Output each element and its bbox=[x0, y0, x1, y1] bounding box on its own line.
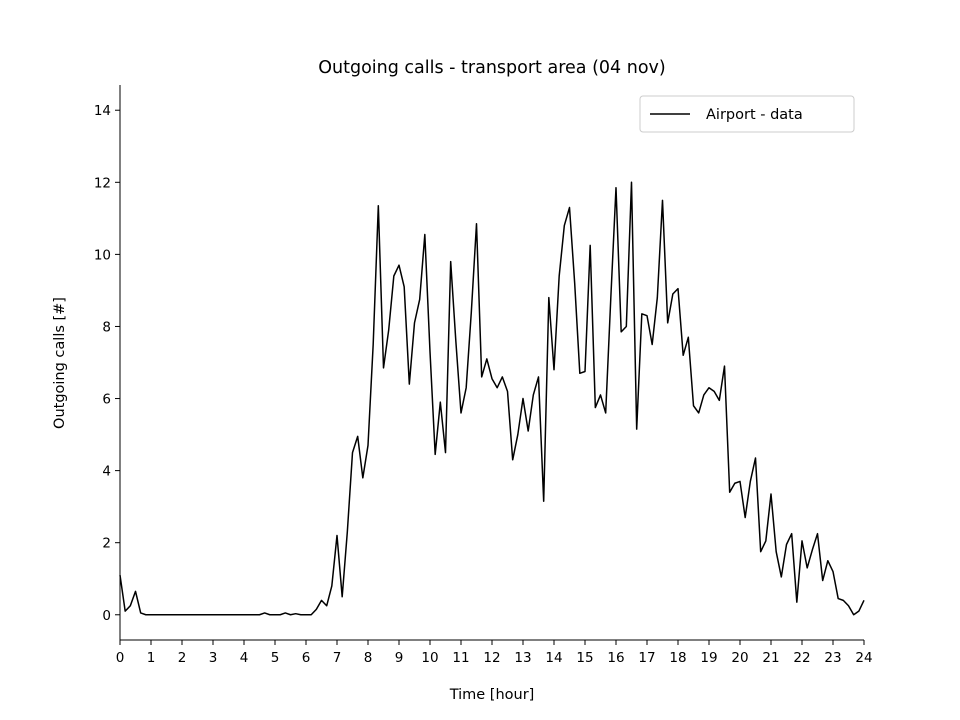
x-tick-label: 13 bbox=[514, 650, 531, 666]
x-tick-label: 8 bbox=[364, 650, 373, 666]
x-tick-label: 9 bbox=[395, 650, 404, 666]
y-tick-label: 10 bbox=[94, 247, 111, 263]
x-tick-label: 5 bbox=[271, 650, 280, 666]
y-tick-label: 0 bbox=[102, 608, 111, 624]
x-tick-label: 12 bbox=[483, 650, 500, 666]
y-axis-label: Outgoing calls [#] bbox=[52, 297, 68, 429]
y-tick-label: 4 bbox=[102, 464, 111, 480]
x-tick-label: 3 bbox=[209, 650, 218, 666]
x-tick-label: 0 bbox=[116, 650, 125, 666]
x-tick-label: 17 bbox=[638, 650, 655, 666]
x-tick-label: 20 bbox=[731, 650, 748, 666]
y-tick-label: 8 bbox=[102, 319, 111, 335]
x-tick-label: 2 bbox=[178, 650, 187, 666]
series-line-0 bbox=[119, 181, 865, 616]
x-tick-label: 24 bbox=[855, 650, 872, 666]
y-tick-label: 2 bbox=[102, 536, 111, 552]
y-tick-label: 14 bbox=[94, 103, 111, 119]
x-tick-label: 21 bbox=[762, 650, 779, 666]
x-tick-label: 22 bbox=[793, 650, 810, 666]
x-tick-label: 23 bbox=[824, 650, 841, 666]
x-tick-label: 7 bbox=[333, 650, 342, 666]
x-tick-label: 6 bbox=[302, 650, 311, 666]
y-tick-label: 6 bbox=[102, 392, 111, 408]
x-tick-label: 16 bbox=[607, 650, 624, 666]
x-axis: 0 1 2 3 4 5 6 7 8 9 10 11 12 13 14 15 16 17 18 19 20 21 22 23 24 bbox=[116, 639, 873, 666]
x-axis-label: Time [hour] bbox=[449, 687, 535, 703]
x-tick-label: 15 bbox=[576, 650, 593, 666]
x-tick-label: 14 bbox=[545, 650, 562, 666]
legend: Airport - data bbox=[639, 95, 855, 133]
legend-label-airport: Airport - data bbox=[706, 107, 803, 123]
plot-series bbox=[119, 181, 865, 616]
x-tick-label: 18 bbox=[669, 650, 686, 666]
x-tick-label: 4 bbox=[240, 650, 249, 666]
x-tick-label: 1 bbox=[147, 650, 156, 666]
y-tick-label: 12 bbox=[94, 175, 111, 191]
x-tick-label: 19 bbox=[700, 650, 717, 666]
legend-frame bbox=[639, 95, 855, 133]
x-tick-label: 10 bbox=[421, 650, 438, 666]
y-axis: 0 2 4 6 8 10 12 14 bbox=[94, 85, 121, 640]
chart-title: Outgoing calls - transport area (04 nov) bbox=[318, 58, 665, 78]
x-tick-label: 11 bbox=[452, 650, 469, 666]
